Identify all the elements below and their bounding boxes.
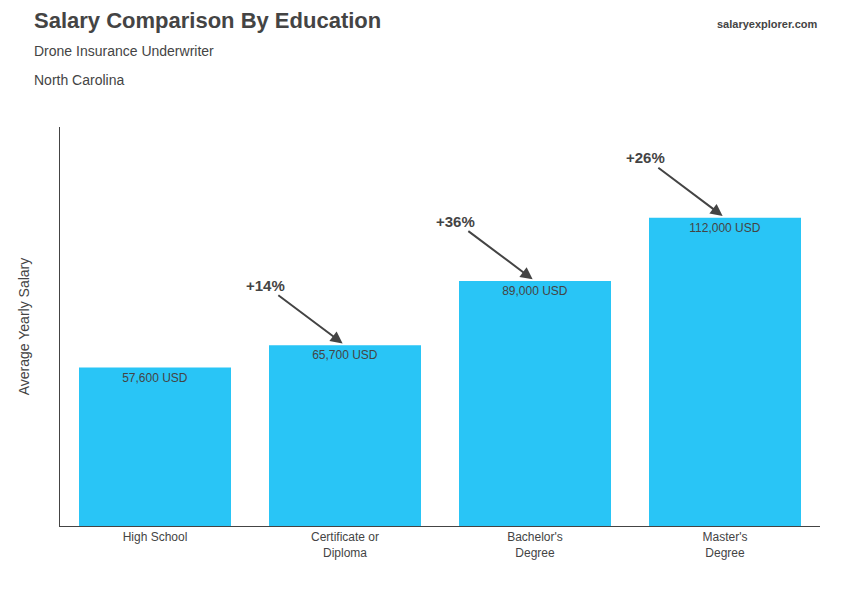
svg-text:89,000 USD: 89,000 USD — [502, 284, 568, 298]
svg-text:+26%: +26% — [626, 149, 665, 166]
svg-text:High School: High School — [123, 530, 188, 544]
svg-text:Bachelor'sDegree: Bachelor'sDegree — [507, 530, 563, 560]
svg-text:Certificate orDiploma: Certificate orDiploma — [311, 530, 379, 560]
svg-text:Master'sDegree: Master'sDegree — [703, 530, 748, 560]
svg-text:57,600 USD: 57,600 USD — [122, 371, 188, 385]
svg-text:112,000 USD: 112,000 USD — [689, 221, 760, 235]
svg-text:Average Yearly Salary: Average Yearly Salary — [16, 258, 32, 396]
svg-text:+14%: +14% — [246, 277, 285, 294]
svg-text:Salary Comparison By Education: Salary Comparison By EducationDrone Insu… — [34, 8, 381, 88]
svg-text:65,700 USD: 65,700 USD — [312, 348, 378, 362]
svg-text:+36%: +36% — [436, 213, 475, 230]
svg-text:salaryexplorer.com: salaryexplorer.com — [717, 18, 818, 30]
